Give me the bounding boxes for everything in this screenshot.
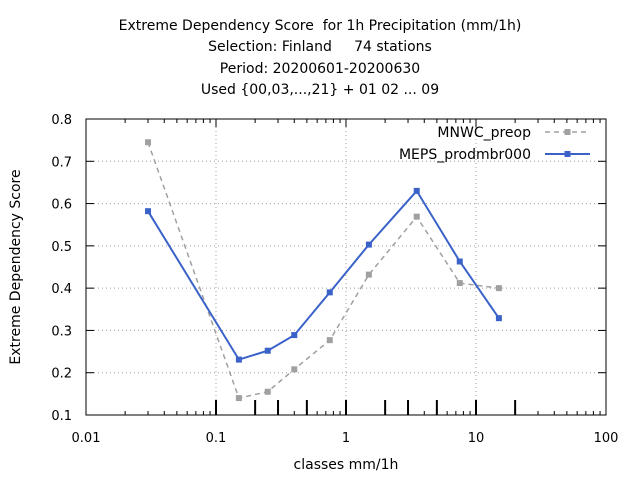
y-tick-label: 0.4 — [51, 282, 72, 297]
series-1 — [145, 187, 502, 363]
data-point — [495, 315, 502, 322]
x-tick-label: 100 — [594, 431, 619, 446]
data-point — [365, 241, 372, 248]
data-point — [145, 208, 152, 215]
legend-label: MNWC_preop — [437, 125, 531, 141]
data-point — [365, 271, 372, 278]
data-point — [291, 332, 298, 339]
data-point — [495, 285, 502, 292]
chart-title-line-3: Period: 20200601-20200630 — [219, 61, 421, 77]
legend-marker — [564, 151, 571, 157]
axis-ticks: 0.10.20.30.40.50.60.70.80.01 0.1 1 10 100 — [51, 113, 618, 446]
data-point — [235, 395, 242, 402]
data-point — [145, 139, 152, 146]
y-tick-label: 0.3 — [51, 324, 72, 339]
x-tick-label: 0.1 — [206, 431, 227, 446]
data-point — [326, 289, 333, 296]
data-point — [413, 187, 420, 194]
y-axis-label: Extreme Dependency Score — [8, 169, 24, 364]
data-point — [291, 366, 298, 373]
y-tick-label: 0.6 — [51, 198, 72, 213]
y-tick-label: 0.7 — [51, 155, 72, 170]
legend-marker — [564, 129, 571, 135]
y-tick-label: 0.2 — [51, 367, 72, 382]
data-point — [326, 337, 333, 344]
y-tick-label: 0.8 — [51, 113, 72, 128]
series-layer — [145, 139, 502, 402]
data-point — [456, 280, 463, 287]
chart-title-line-2: Selection: Finland 74 stations — [208, 39, 432, 55]
x-tick-label: 1 — [342, 431, 350, 446]
x-axis-label: classes mm/1h — [294, 457, 399, 473]
chart-title-line-4: Used {00,03,...,21} + 01 02 ... 09 — [200, 82, 440, 98]
plot-frame — [85, 118, 607, 416]
series-line — [147, 142, 499, 399]
series-0 — [145, 139, 502, 402]
legend-label: MEPS_prodmbr000 — [399, 147, 531, 163]
series-line — [147, 189, 500, 361]
data-point — [264, 347, 271, 354]
x-tick-label: 0.01 — [72, 431, 101, 446]
data-point — [413, 213, 420, 220]
legend: MNWC_preop MEPS_prodmbr000 — [399, 125, 590, 163]
data-point — [456, 258, 463, 265]
grid-lines — [86, 119, 606, 415]
chart-title-line-1: Extreme Dependency Score for 1h Precipit… — [118, 18, 522, 34]
data-point — [235, 356, 242, 363]
x-tick-label: 10 — [468, 431, 485, 446]
y-tick-label: 0.1 — [51, 409, 72, 424]
data-point — [264, 388, 271, 395]
y-tick-label: 0.5 — [51, 240, 72, 255]
